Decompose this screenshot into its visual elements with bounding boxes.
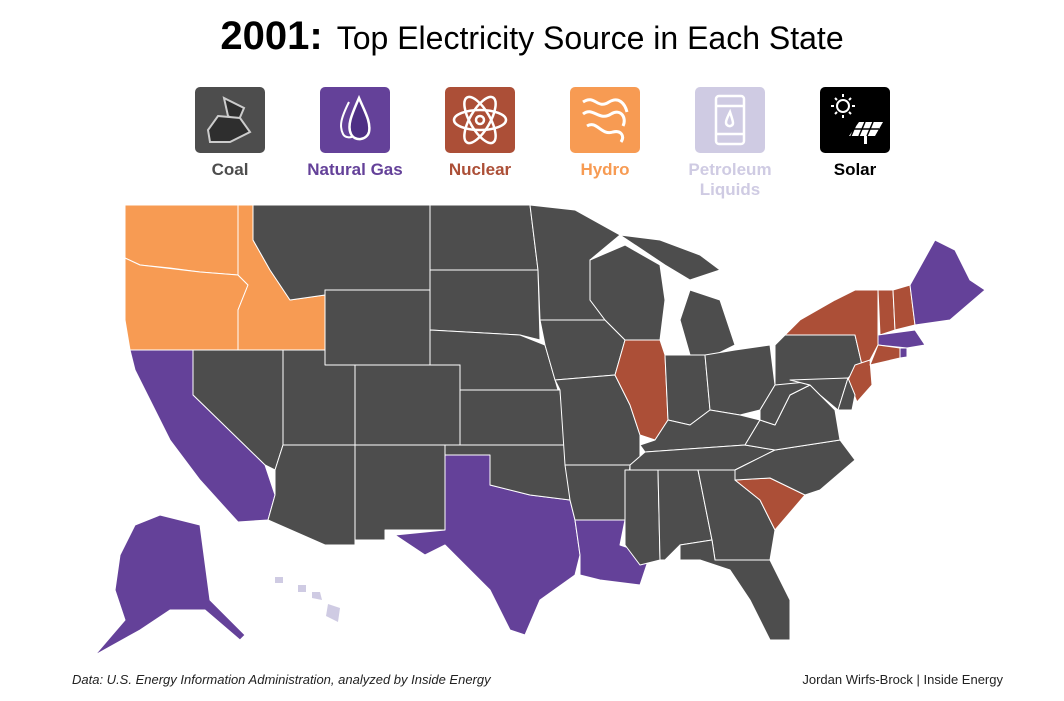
state-nm — [354, 444, 446, 541]
state-ks — [459, 389, 566, 446]
legend-label: Hydro — [580, 160, 630, 179]
state-ar — [564, 464, 631, 521]
legend-label: Petroleum Liquids — [688, 160, 772, 199]
state-hi — [275, 577, 340, 622]
state-sd — [429, 269, 541, 341]
legend-label: Coal — [211, 160, 249, 179]
state-ms — [624, 469, 661, 566]
state-vt — [877, 289, 896, 336]
state-ny — [784, 289, 879, 366]
state-de — [837, 377, 856, 411]
legend-label: Natural Gas — [307, 160, 403, 179]
state-me — [909, 239, 986, 326]
legend-item-natural-gas: Natural Gas — [295, 87, 415, 180]
state-az — [267, 444, 356, 546]
legend-label: Solar — [833, 160, 877, 179]
state-wa — [124, 204, 239, 276]
state-co — [354, 364, 461, 446]
atom-icon — [445, 87, 515, 153]
state-ca — [129, 349, 276, 523]
state-fl — [679, 539, 791, 641]
legend: Coal Natural Gas Nuclear Hydro Petroleum… — [170, 87, 910, 207]
state-wy — [324, 289, 431, 366]
legend-item-nuclear: Nuclear — [420, 87, 540, 180]
year-label: 2001: — [220, 14, 323, 58]
gas-flame-icon — [320, 87, 390, 153]
author-credit: Jordan Wirfs-Brock | Inside Energy — [802, 672, 1003, 687]
coal-icon — [195, 87, 265, 153]
legend-item-hydro: Hydro — [545, 87, 665, 180]
data-source-note: Data: U.S. Energy Information Administra… — [72, 672, 491, 687]
chart-title: 2001: Top Electricity Source in Each Stat… — [0, 14, 1064, 59]
solar-panel-icon — [820, 87, 890, 153]
water-wave-icon — [570, 87, 640, 153]
state-ma — [877, 329, 926, 349]
state-ri — [899, 347, 908, 359]
legend-item-petroleum-liquids: Petroleum Liquids — [670, 87, 790, 200]
oil-barrel-icon — [695, 87, 765, 153]
state-ia — [539, 319, 626, 381]
title-text: Top Electricity Source in Each State — [336, 20, 844, 56]
legend-label: Nuclear — [448, 160, 512, 179]
state-md — [789, 377, 849, 411]
state-ak — [94, 514, 246, 656]
legend-item-solar: Solar — [795, 87, 915, 180]
state-la — [574, 519, 651, 586]
state-nd — [429, 204, 539, 271]
legend-item-coal: Coal — [170, 87, 290, 180]
